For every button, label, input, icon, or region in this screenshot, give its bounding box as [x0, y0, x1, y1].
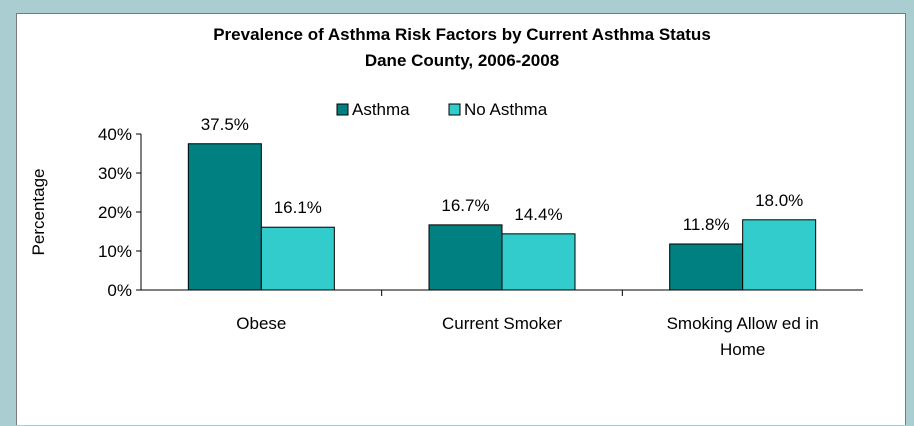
x-category-line: Home: [720, 340, 765, 359]
y-tick-label: 10%: [98, 242, 132, 261]
legend: Asthma No Asthma: [336, 100, 548, 119]
y-tick-label: 40%: [98, 125, 132, 144]
bar-chart: Prevalence of Asthma Risk Factors by Cur…: [29, 25, 863, 359]
data-label: 18.0%: [755, 191, 803, 210]
data-labels: 37.5% 16.1% 16.7% 14.4% 11.8% 18.0%: [201, 115, 804, 234]
legend-swatch-asthma: [336, 103, 349, 116]
bar: [669, 243, 744, 291]
data-label: 11.8%: [683, 215, 730, 234]
data-label: 16.7%: [441, 196, 489, 215]
data-label: 16.1%: [274, 198, 322, 217]
chart-subtitle: Dane County, 2006-2008: [365, 51, 559, 70]
bars: [187, 143, 817, 291]
data-label: 37.5%: [201, 115, 249, 134]
x-category-line: Obese: [236, 314, 286, 333]
legend-label: Asthma: [352, 100, 410, 119]
chart-title: Prevalence of Asthma Risk Factors by Cur…: [213, 25, 711, 44]
x-category-label: Current Smoker: [442, 314, 562, 333]
y-tick-label: 30%: [98, 164, 132, 183]
bar: [742, 219, 817, 291]
x-category-label: Smoking Allow ed in Home: [667, 314, 819, 359]
x-category-label: Obese: [236, 314, 286, 333]
y-tick-label: 20%: [98, 203, 132, 222]
bar: [260, 226, 335, 291]
x-category-line: Smoking Allow ed in: [667, 314, 819, 333]
legend-label: No Asthma: [464, 100, 548, 119]
x-category-line: Current Smoker: [442, 314, 562, 333]
y-tick-label: 0%: [107, 281, 132, 300]
chart-panel: Prevalence of Asthma Risk Factors by Cur…: [16, 13, 906, 425]
bar: [428, 224, 503, 291]
bar: [501, 233, 576, 291]
x-axis-categories: Obese Current Smoker Smoking Allow ed in Ho…: [236, 314, 818, 359]
bar: [187, 143, 262, 291]
data-label: 14.4%: [514, 205, 562, 224]
legend-swatch-no-asthma: [448, 103, 461, 116]
y-axis-label: Percentage: [29, 169, 48, 256]
